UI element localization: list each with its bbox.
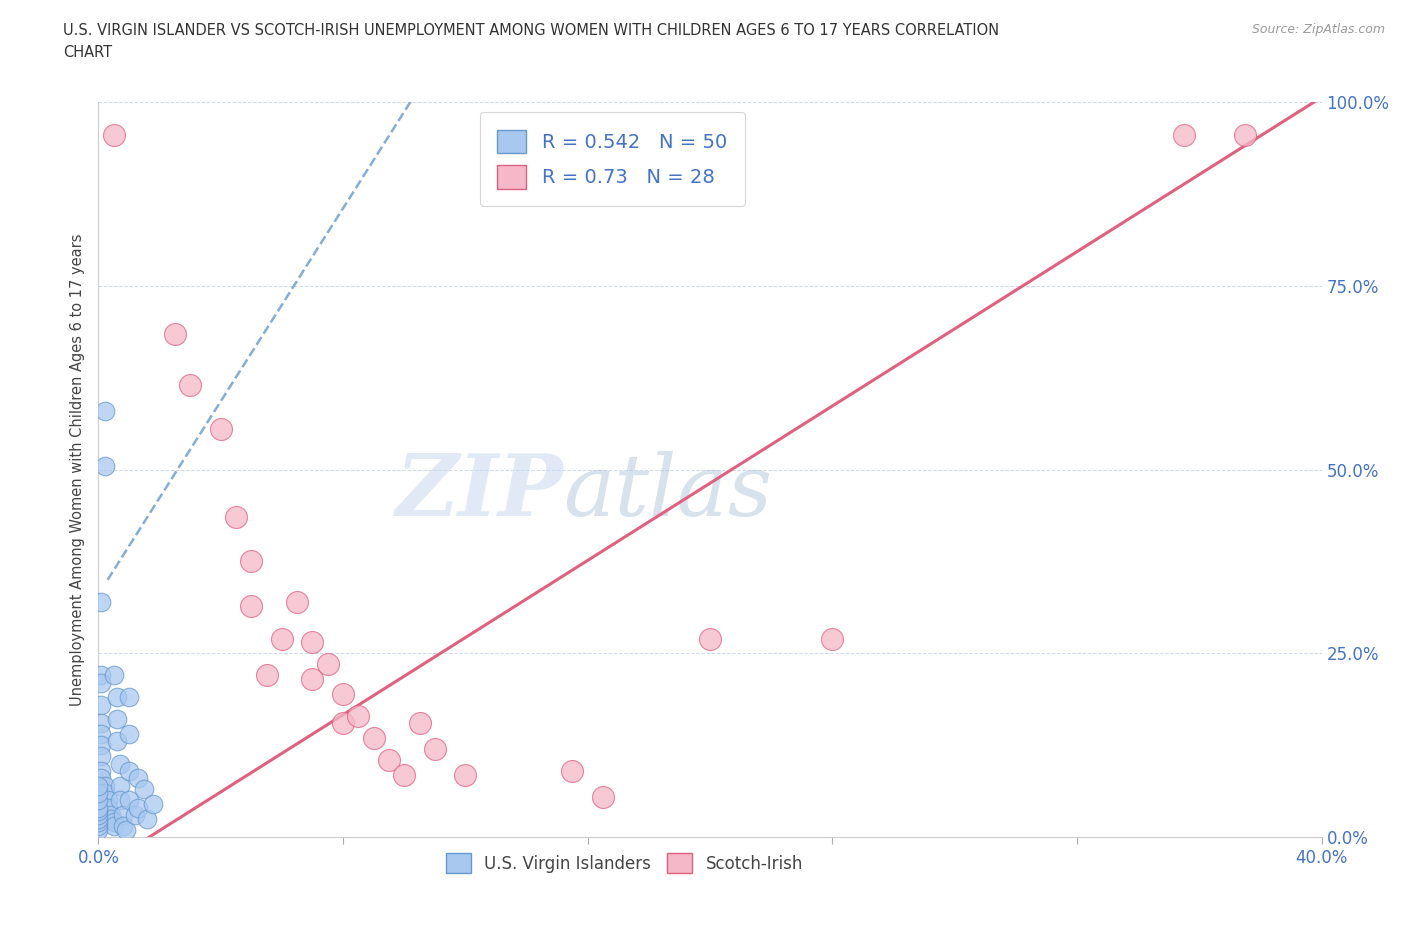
Point bbox=[90, 698, 112, 712]
Point bbox=[97, 800, 120, 815]
Point bbox=[87, 807, 110, 822]
Point bbox=[90, 737, 112, 752]
Point bbox=[87, 800, 110, 815]
Point bbox=[240, 554, 263, 569]
Point bbox=[97, 792, 120, 807]
Point bbox=[87, 822, 110, 837]
Point bbox=[100, 807, 122, 822]
Text: ZIP: ZIP bbox=[395, 450, 564, 534]
Point bbox=[1234, 128, 1257, 143]
Point bbox=[103, 668, 125, 683]
Point bbox=[111, 807, 134, 822]
Text: Source: ZipAtlas.com: Source: ZipAtlas.com bbox=[1251, 23, 1385, 36]
Point bbox=[90, 749, 112, 764]
Point bbox=[105, 690, 128, 705]
Point bbox=[103, 815, 125, 830]
Point bbox=[105, 712, 128, 727]
Point bbox=[378, 752, 401, 767]
Point bbox=[179, 378, 201, 392]
Y-axis label: Unemployment Among Women with Children Ages 6 to 17 years: Unemployment Among Women with Children A… bbox=[69, 233, 84, 706]
Point bbox=[87, 786, 110, 801]
Point bbox=[93, 778, 115, 793]
Point bbox=[454, 767, 477, 782]
Point bbox=[118, 764, 141, 778]
Point bbox=[408, 716, 430, 731]
Point bbox=[103, 128, 125, 143]
Point bbox=[301, 635, 323, 650]
Point bbox=[270, 631, 292, 646]
Point bbox=[821, 631, 844, 646]
Text: CHART: CHART bbox=[63, 45, 112, 60]
Point bbox=[103, 818, 125, 833]
Point bbox=[136, 811, 159, 826]
Point bbox=[134, 782, 156, 797]
Point bbox=[108, 756, 131, 771]
Point bbox=[87, 792, 110, 807]
Point bbox=[93, 458, 115, 473]
Point bbox=[699, 631, 721, 646]
Point bbox=[87, 818, 110, 833]
Point bbox=[105, 734, 128, 749]
Point bbox=[124, 807, 146, 822]
Point bbox=[392, 767, 416, 782]
Point bbox=[256, 668, 278, 683]
Point bbox=[127, 771, 149, 786]
Point bbox=[87, 815, 110, 830]
Point bbox=[90, 764, 112, 778]
Point bbox=[90, 771, 112, 786]
Point bbox=[561, 764, 583, 778]
Point bbox=[225, 510, 247, 525]
Point bbox=[93, 786, 115, 801]
Legend: U.S. Virgin Islanders, Scotch-Irish: U.S. Virgin Islanders, Scotch-Irish bbox=[439, 846, 810, 880]
Text: atlas: atlas bbox=[564, 450, 772, 533]
Text: U.S. VIRGIN ISLANDER VS SCOTCH-IRISH UNEMPLOYMENT AMONG WOMEN WITH CHILDREN AGES: U.S. VIRGIN ISLANDER VS SCOTCH-IRISH UNE… bbox=[63, 23, 1000, 38]
Point bbox=[90, 594, 112, 609]
Point bbox=[118, 690, 141, 705]
Point bbox=[90, 675, 112, 690]
Point bbox=[209, 422, 232, 437]
Point bbox=[332, 716, 354, 731]
Point bbox=[240, 598, 263, 613]
Point bbox=[1173, 128, 1195, 143]
Point bbox=[87, 811, 110, 826]
Point bbox=[301, 671, 323, 686]
Point bbox=[90, 726, 112, 741]
Point bbox=[93, 404, 115, 418]
Point bbox=[90, 716, 112, 731]
Point bbox=[108, 792, 131, 807]
Point bbox=[87, 804, 110, 818]
Point bbox=[111, 818, 134, 833]
Point bbox=[332, 686, 354, 701]
Point bbox=[142, 796, 165, 811]
Point bbox=[90, 668, 112, 683]
Point bbox=[115, 822, 138, 837]
Point bbox=[423, 741, 446, 756]
Point bbox=[100, 811, 122, 826]
Point bbox=[592, 790, 614, 804]
Point bbox=[316, 657, 339, 671]
Point bbox=[363, 730, 385, 745]
Point bbox=[163, 326, 186, 341]
Point bbox=[108, 778, 131, 793]
Point bbox=[118, 792, 141, 807]
Point bbox=[87, 778, 110, 793]
Point bbox=[118, 726, 141, 741]
Point bbox=[285, 594, 308, 609]
Point bbox=[347, 709, 370, 724]
Point bbox=[127, 800, 149, 815]
